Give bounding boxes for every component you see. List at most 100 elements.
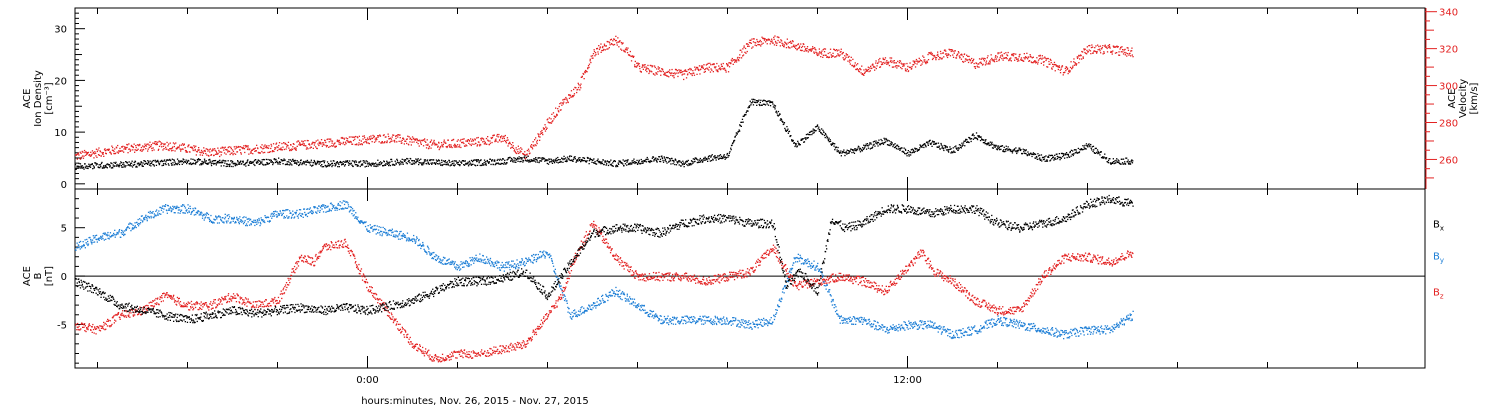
velocity-series-point bbox=[797, 44, 799, 46]
velocity-series-point bbox=[576, 91, 578, 94]
density-series-point bbox=[416, 159, 418, 161]
velocity-series-point bbox=[1106, 51, 1109, 53]
velocity-series-point bbox=[457, 144, 459, 146]
density-series-point bbox=[1111, 162, 1113, 164]
density-series-point bbox=[1128, 161, 1131, 163]
by-series-point bbox=[79, 248, 81, 250]
velocity-series-point bbox=[738, 60, 740, 62]
velocity-series-point bbox=[227, 150, 230, 152]
velocity-series-point bbox=[898, 65, 900, 67]
velocity-series-point bbox=[402, 137, 404, 139]
density-series-point bbox=[947, 150, 949, 152]
velocity-series-point bbox=[704, 68, 706, 71]
velocity-series-point bbox=[825, 54, 827, 56]
velocity-series-point bbox=[281, 149, 283, 151]
by-series-point bbox=[238, 221, 240, 223]
density-series-point bbox=[1115, 162, 1117, 164]
density-series-point bbox=[123, 162, 125, 164]
velocity-series-point bbox=[1099, 50, 1101, 52]
by-series-point bbox=[211, 221, 214, 223]
velocity-series-point bbox=[422, 145, 425, 147]
velocity-series-point bbox=[503, 137, 505, 139]
velocity-series-point bbox=[294, 147, 296, 149]
velocity-series-point bbox=[1082, 56, 1084, 58]
by-series-point bbox=[264, 216, 267, 219]
by-series-point bbox=[326, 210, 328, 213]
velocity-series-point bbox=[1117, 46, 1119, 48]
density-series-point bbox=[985, 139, 987, 141]
density-series-point bbox=[735, 132, 737, 134]
velocity-series-point bbox=[377, 135, 379, 137]
velocity-series-point bbox=[96, 156, 98, 158]
density-series-point bbox=[502, 158, 504, 160]
by-series-point bbox=[146, 216, 148, 219]
by-series-point bbox=[238, 223, 240, 225]
velocity-series-point bbox=[647, 68, 649, 70]
density-series-point bbox=[691, 160, 693, 163]
velocity-series-point bbox=[320, 142, 322, 144]
by-series-point bbox=[195, 212, 197, 214]
density-series-point bbox=[409, 162, 411, 164]
density-series-point bbox=[500, 163, 502, 165]
density-series-point bbox=[383, 161, 385, 163]
density-series-point bbox=[165, 163, 167, 166]
density-series-point bbox=[379, 161, 382, 163]
density-series-point bbox=[244, 163, 246, 165]
velocity-series-point bbox=[457, 139, 459, 141]
velocity-series-point bbox=[939, 57, 941, 59]
density-series-point bbox=[444, 160, 447, 162]
velocity-series-point bbox=[419, 139, 421, 141]
velocity-series-point bbox=[634, 64, 636, 66]
velocity-series-point bbox=[610, 43, 613, 45]
density-series-point bbox=[481, 164, 483, 166]
density-series-point bbox=[201, 162, 203, 164]
density-series-point bbox=[531, 159, 533, 162]
density-series-point bbox=[780, 118, 782, 120]
density-series-point bbox=[933, 143, 935, 145]
density-series-point bbox=[1067, 153, 1069, 156]
velocity-series-point bbox=[530, 144, 533, 146]
density-series-point bbox=[681, 163, 683, 165]
by-series-point bbox=[371, 227, 373, 229]
density-series-point bbox=[281, 159, 283, 161]
velocity-series-point bbox=[302, 140, 304, 143]
density-series-point bbox=[618, 163, 620, 165]
velocity-series-point bbox=[211, 150, 213, 152]
density-series-point bbox=[1025, 152, 1027, 155]
density-series-point bbox=[857, 147, 859, 149]
velocity-series-point bbox=[1094, 50, 1096, 53]
density-series-point bbox=[592, 159, 594, 161]
velocity-series-point bbox=[747, 45, 749, 47]
density-series-point bbox=[739, 124, 741, 126]
density-series-point bbox=[288, 159, 290, 161]
velocity-series-point bbox=[1076, 56, 1078, 58]
density-series-point bbox=[852, 151, 855, 153]
velocity-series-point bbox=[364, 137, 366, 139]
velocity-series-point bbox=[766, 43, 768, 45]
velocity-series-point bbox=[1106, 46, 1108, 48]
density-series-point bbox=[1031, 155, 1033, 158]
density-series-point bbox=[139, 163, 141, 166]
velocity-series-point bbox=[760, 45, 762, 47]
velocity-series-point bbox=[840, 50, 842, 53]
velocity-series-point bbox=[832, 52, 834, 54]
density-series-point bbox=[718, 158, 720, 160]
velocity-series-point bbox=[842, 51, 844, 54]
velocity-series-point bbox=[1069, 71, 1071, 73]
velocity-series-point bbox=[443, 139, 445, 141]
density-series-point bbox=[184, 161, 187, 163]
velocity-series-point bbox=[205, 148, 207, 150]
velocity-series-point bbox=[906, 68, 908, 70]
velocity-series-point bbox=[895, 65, 897, 67]
density-series-point bbox=[1095, 152, 1097, 154]
velocity-series-point bbox=[870, 65, 872, 67]
velocity-series-point bbox=[1118, 51, 1120, 53]
velocity-series-point bbox=[321, 145, 323, 147]
velocity-series-point bbox=[111, 145, 113, 147]
velocity-series-point bbox=[646, 70, 648, 73]
velocity-series-point bbox=[1119, 48, 1121, 50]
by-series-point bbox=[149, 210, 151, 213]
velocity-series-point bbox=[89, 155, 91, 157]
density-series-point bbox=[334, 165, 336, 167]
velocity-series-point bbox=[415, 138, 417, 140]
